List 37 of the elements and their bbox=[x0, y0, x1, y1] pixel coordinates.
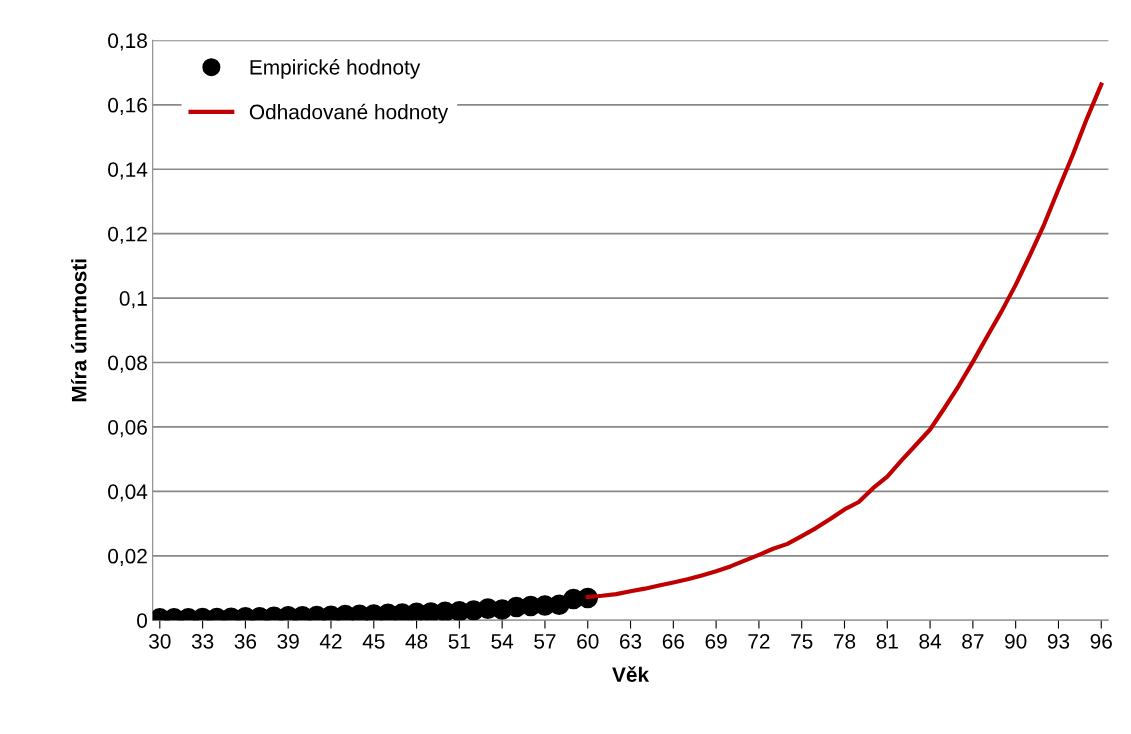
x-tick-label: 60 bbox=[577, 633, 599, 649]
x-tick-label: 51 bbox=[448, 634, 470, 649]
legend-label: Odhadované hodnoty bbox=[249, 103, 449, 124]
y-tick-label: 0 bbox=[137, 613, 148, 628]
x-tick-label: 93 bbox=[1047, 633, 1070, 649]
y-tick-label: 0,18 bbox=[108, 33, 147, 51]
y-axis-title: Míra úmrtnosti bbox=[71, 259, 87, 402]
x-tick-label: 30 bbox=[149, 633, 171, 649]
x-tick-label: 87 bbox=[962, 633, 984, 649]
x-tick-label: 78 bbox=[833, 633, 856, 649]
x-tick-label: 39 bbox=[277, 633, 299, 649]
y-tick-label: 0,12 bbox=[108, 226, 147, 244]
x-tick-label: 48 bbox=[405, 633, 428, 649]
x-tick-label: 57 bbox=[534, 634, 556, 649]
legend-label: Empirické hodnoty bbox=[250, 59, 421, 79]
x-tick-label: 81 bbox=[876, 633, 898, 649]
x-tick-label: 42 bbox=[319, 633, 342, 649]
y-tick-label: 0,06 bbox=[108, 419, 147, 438]
y-tick-label: 0,1 bbox=[119, 291, 147, 309]
y-tick-label: 0,04 bbox=[108, 484, 148, 502]
x-tick-label: 36 bbox=[234, 633, 257, 649]
x-tick-label: 69 bbox=[705, 633, 727, 649]
y-tick-label: 0,02 bbox=[108, 548, 147, 567]
x-tick-label: 75 bbox=[791, 634, 813, 649]
x-tick-label: 90 bbox=[1005, 633, 1027, 649]
x-tick-label: 33 bbox=[191, 633, 214, 649]
x-axis-title: Věk bbox=[612, 666, 650, 683]
x-tick-label: 66 bbox=[662, 633, 684, 649]
y-tick-label: 0,14 bbox=[108, 162, 148, 180]
x-tick-label: 84 bbox=[919, 633, 942, 649]
x-tick-label: 63 bbox=[620, 633, 642, 649]
y-tick-label: 0,08 bbox=[108, 355, 147, 373]
x-tick-label: 45 bbox=[362, 634, 385, 649]
x-tick-label: 72 bbox=[748, 633, 770, 649]
y-tick-label: 0,16 bbox=[108, 97, 147, 116]
x-tick-label: 96 bbox=[1090, 633, 1112, 649]
x-tick-label: 54 bbox=[491, 634, 514, 649]
